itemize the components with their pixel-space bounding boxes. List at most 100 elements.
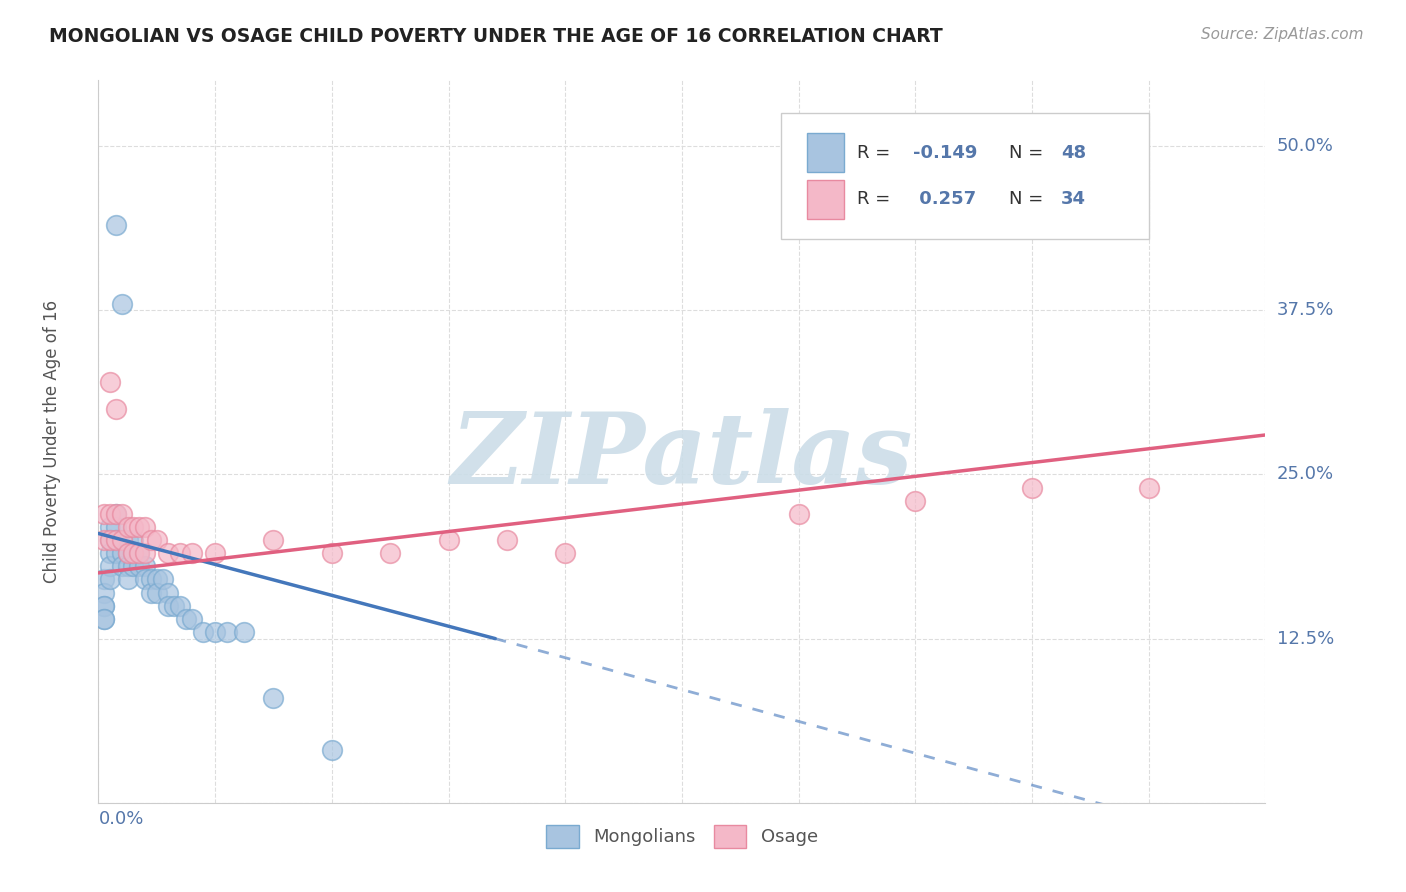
Point	[122, 533, 145, 547]
Text: 34: 34	[1062, 191, 1087, 209]
Point	[93, 533, 115, 547]
Point	[180, 612, 202, 626]
Point	[117, 573, 139, 587]
FancyBboxPatch shape	[782, 112, 1149, 239]
Point	[262, 533, 284, 547]
Text: 50.0%: 50.0%	[1277, 137, 1333, 155]
Point	[93, 612, 115, 626]
Text: -0.149: -0.149	[912, 144, 977, 161]
Point	[262, 690, 284, 705]
Point	[111, 546, 134, 560]
Point	[146, 533, 169, 547]
Point	[134, 559, 156, 574]
Point	[134, 573, 156, 587]
Point	[98, 559, 121, 574]
Text: 37.5%: 37.5%	[1277, 301, 1334, 319]
Point	[98, 507, 121, 521]
Point	[139, 585, 162, 599]
Point	[1137, 481, 1160, 495]
Point	[139, 533, 162, 547]
Text: 0.0%: 0.0%	[98, 810, 143, 828]
Point	[93, 573, 115, 587]
Point	[134, 520, 156, 534]
Point	[98, 520, 121, 534]
Point	[380, 546, 402, 560]
Point	[787, 507, 810, 521]
Point	[104, 520, 127, 534]
Point	[111, 296, 134, 310]
Point	[437, 533, 460, 547]
Text: Source: ZipAtlas.com: Source: ZipAtlas.com	[1201, 27, 1364, 42]
Point	[93, 599, 115, 613]
Point	[554, 546, 576, 560]
Point	[98, 533, 121, 547]
Text: R =: R =	[858, 144, 896, 161]
Point	[117, 520, 139, 534]
Point	[122, 520, 145, 534]
Point	[128, 546, 150, 560]
Bar	[807, 133, 844, 172]
Point	[98, 376, 121, 390]
Point	[134, 546, 156, 560]
Point	[122, 546, 145, 560]
Point	[122, 546, 145, 560]
Point	[93, 585, 115, 599]
Point	[111, 533, 134, 547]
Point	[111, 507, 134, 521]
Point	[128, 559, 150, 574]
Point	[157, 599, 180, 613]
Point	[117, 533, 139, 547]
Point	[169, 599, 191, 613]
Point	[98, 573, 121, 587]
Point	[117, 546, 139, 560]
Point	[904, 493, 927, 508]
Point	[104, 507, 127, 521]
Point	[128, 546, 150, 560]
Point	[104, 401, 127, 416]
Text: 25.0%: 25.0%	[1277, 466, 1334, 483]
Point	[139, 573, 162, 587]
Point	[204, 625, 226, 640]
Point	[122, 559, 145, 574]
Point	[321, 546, 343, 560]
Point	[233, 625, 256, 640]
Point	[163, 599, 186, 613]
Text: N =: N =	[1008, 191, 1049, 209]
Text: N =: N =	[1008, 144, 1049, 161]
Point	[128, 520, 150, 534]
Point	[98, 533, 121, 547]
Text: Child Poverty Under the Age of 16: Child Poverty Under the Age of 16	[42, 300, 60, 583]
Point	[93, 612, 115, 626]
Point	[180, 546, 202, 560]
Text: MONGOLIAN VS OSAGE CHILD POVERTY UNDER THE AGE OF 16 CORRELATION CHART: MONGOLIAN VS OSAGE CHILD POVERTY UNDER T…	[49, 27, 943, 45]
Point	[193, 625, 215, 640]
Point	[146, 585, 169, 599]
Point	[215, 625, 238, 640]
Point	[169, 546, 191, 560]
Point	[157, 585, 180, 599]
Point	[321, 743, 343, 757]
Point	[204, 546, 226, 560]
Text: ZIPatlas: ZIPatlas	[451, 408, 912, 504]
Point	[93, 599, 115, 613]
Point	[104, 507, 127, 521]
Point	[152, 573, 174, 587]
Point	[111, 559, 134, 574]
Point	[117, 546, 139, 560]
Point	[104, 546, 127, 560]
Point	[1021, 481, 1043, 495]
Bar	[807, 179, 844, 219]
Point	[104, 533, 127, 547]
Text: 48: 48	[1062, 144, 1087, 161]
Text: 12.5%: 12.5%	[1277, 630, 1334, 648]
Legend: Mongolians, Osage: Mongolians, Osage	[538, 818, 825, 855]
Point	[104, 218, 127, 232]
Point	[93, 507, 115, 521]
Text: R =: R =	[858, 191, 896, 209]
Point	[98, 546, 121, 560]
Point	[174, 612, 197, 626]
Point	[157, 546, 180, 560]
Point	[117, 559, 139, 574]
Point	[496, 533, 519, 547]
Point	[104, 533, 127, 547]
